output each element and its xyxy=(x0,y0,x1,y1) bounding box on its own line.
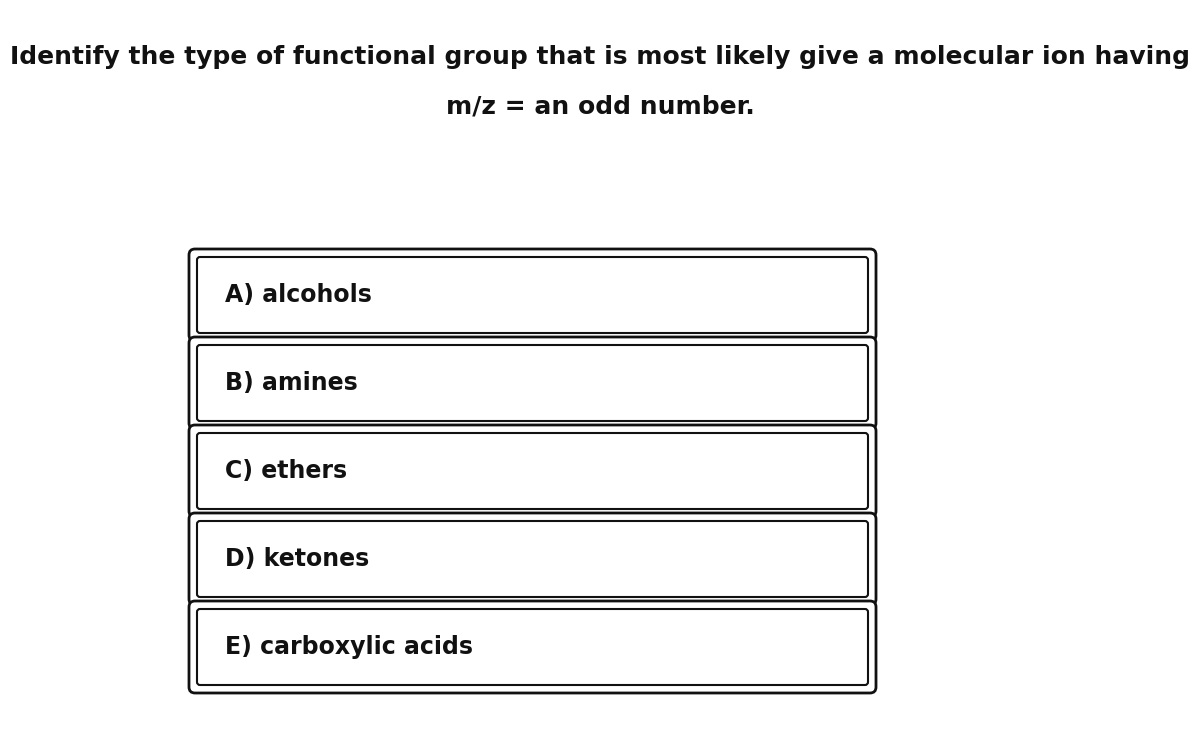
FancyBboxPatch shape xyxy=(197,257,868,333)
Text: E) carboxylic acids: E) carboxylic acids xyxy=(226,635,473,659)
FancyBboxPatch shape xyxy=(190,337,876,429)
FancyBboxPatch shape xyxy=(190,513,876,605)
FancyBboxPatch shape xyxy=(197,521,868,597)
FancyBboxPatch shape xyxy=(190,425,876,517)
Text: Identify the type of functional group that is most likely give a molecular ion h: Identify the type of functional group th… xyxy=(10,45,1190,69)
FancyBboxPatch shape xyxy=(197,609,868,685)
Text: A) alcohols: A) alcohols xyxy=(226,283,372,307)
Text: C) ethers: C) ethers xyxy=(226,459,347,483)
FancyBboxPatch shape xyxy=(190,249,876,341)
Text: m/z = an odd number.: m/z = an odd number. xyxy=(445,95,755,119)
FancyBboxPatch shape xyxy=(190,601,876,693)
Text: D) ketones: D) ketones xyxy=(226,547,370,571)
Text: B) amines: B) amines xyxy=(226,371,358,395)
FancyBboxPatch shape xyxy=(197,433,868,509)
FancyBboxPatch shape xyxy=(197,345,868,421)
